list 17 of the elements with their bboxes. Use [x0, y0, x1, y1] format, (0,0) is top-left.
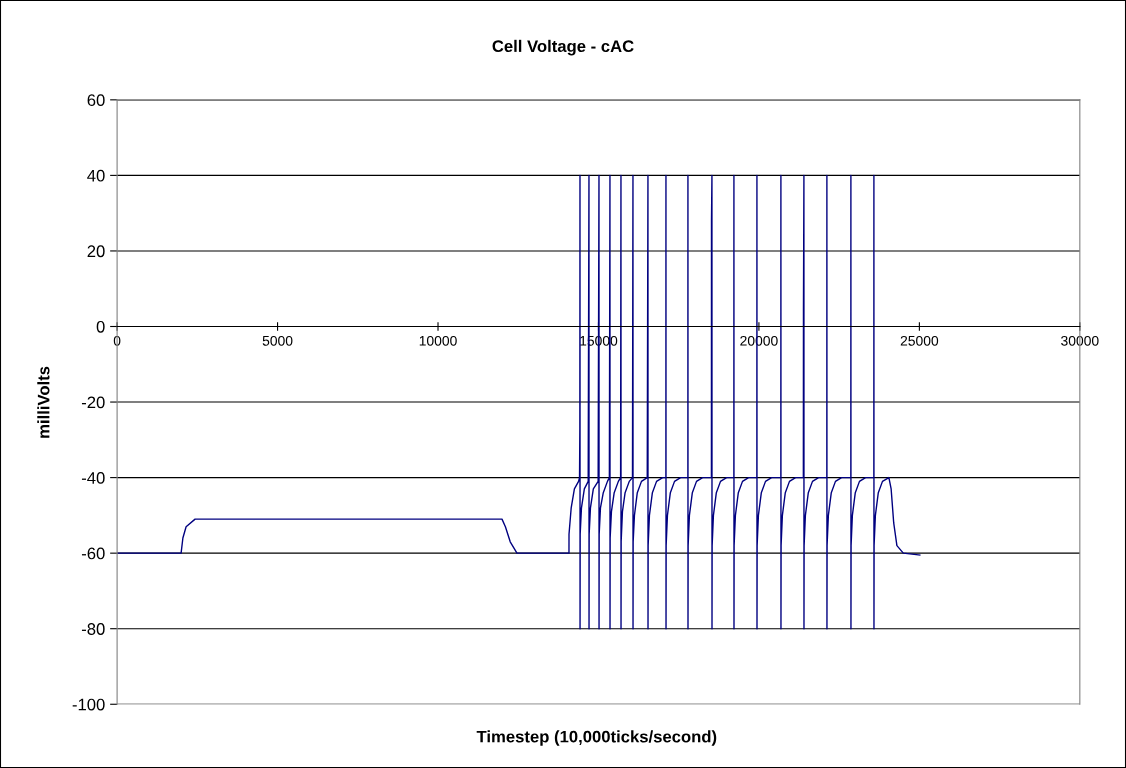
x-tick-label: 25000: [900, 335, 939, 346]
y-tick-label: 0: [96, 320, 105, 333]
y-axis-title: milliVolts: [37, 366, 50, 438]
x-tick-label: 5000: [262, 335, 293, 346]
y-tick-label: -100: [72, 698, 105, 711]
chart-title: Cell Voltage - cAC: [492, 39, 634, 56]
y-tick-label: -40: [81, 472, 105, 484]
x-tick-label: 30000: [1061, 335, 1099, 346]
y-tick-label: 20: [87, 245, 105, 258]
y-tick-label: 60: [87, 94, 105, 107]
x-axis-title: Timestep (10,000ticks/second): [476, 730, 717, 746]
y-tick-label: -80: [81, 623, 105, 635]
y-tick-label: 40: [87, 169, 105, 182]
x-tick-label: 10000: [419, 335, 457, 346]
x-tick-label: 0: [113, 335, 121, 346]
y-tick-label: -20: [81, 396, 105, 409]
y-tick-label: -60: [81, 547, 105, 560]
